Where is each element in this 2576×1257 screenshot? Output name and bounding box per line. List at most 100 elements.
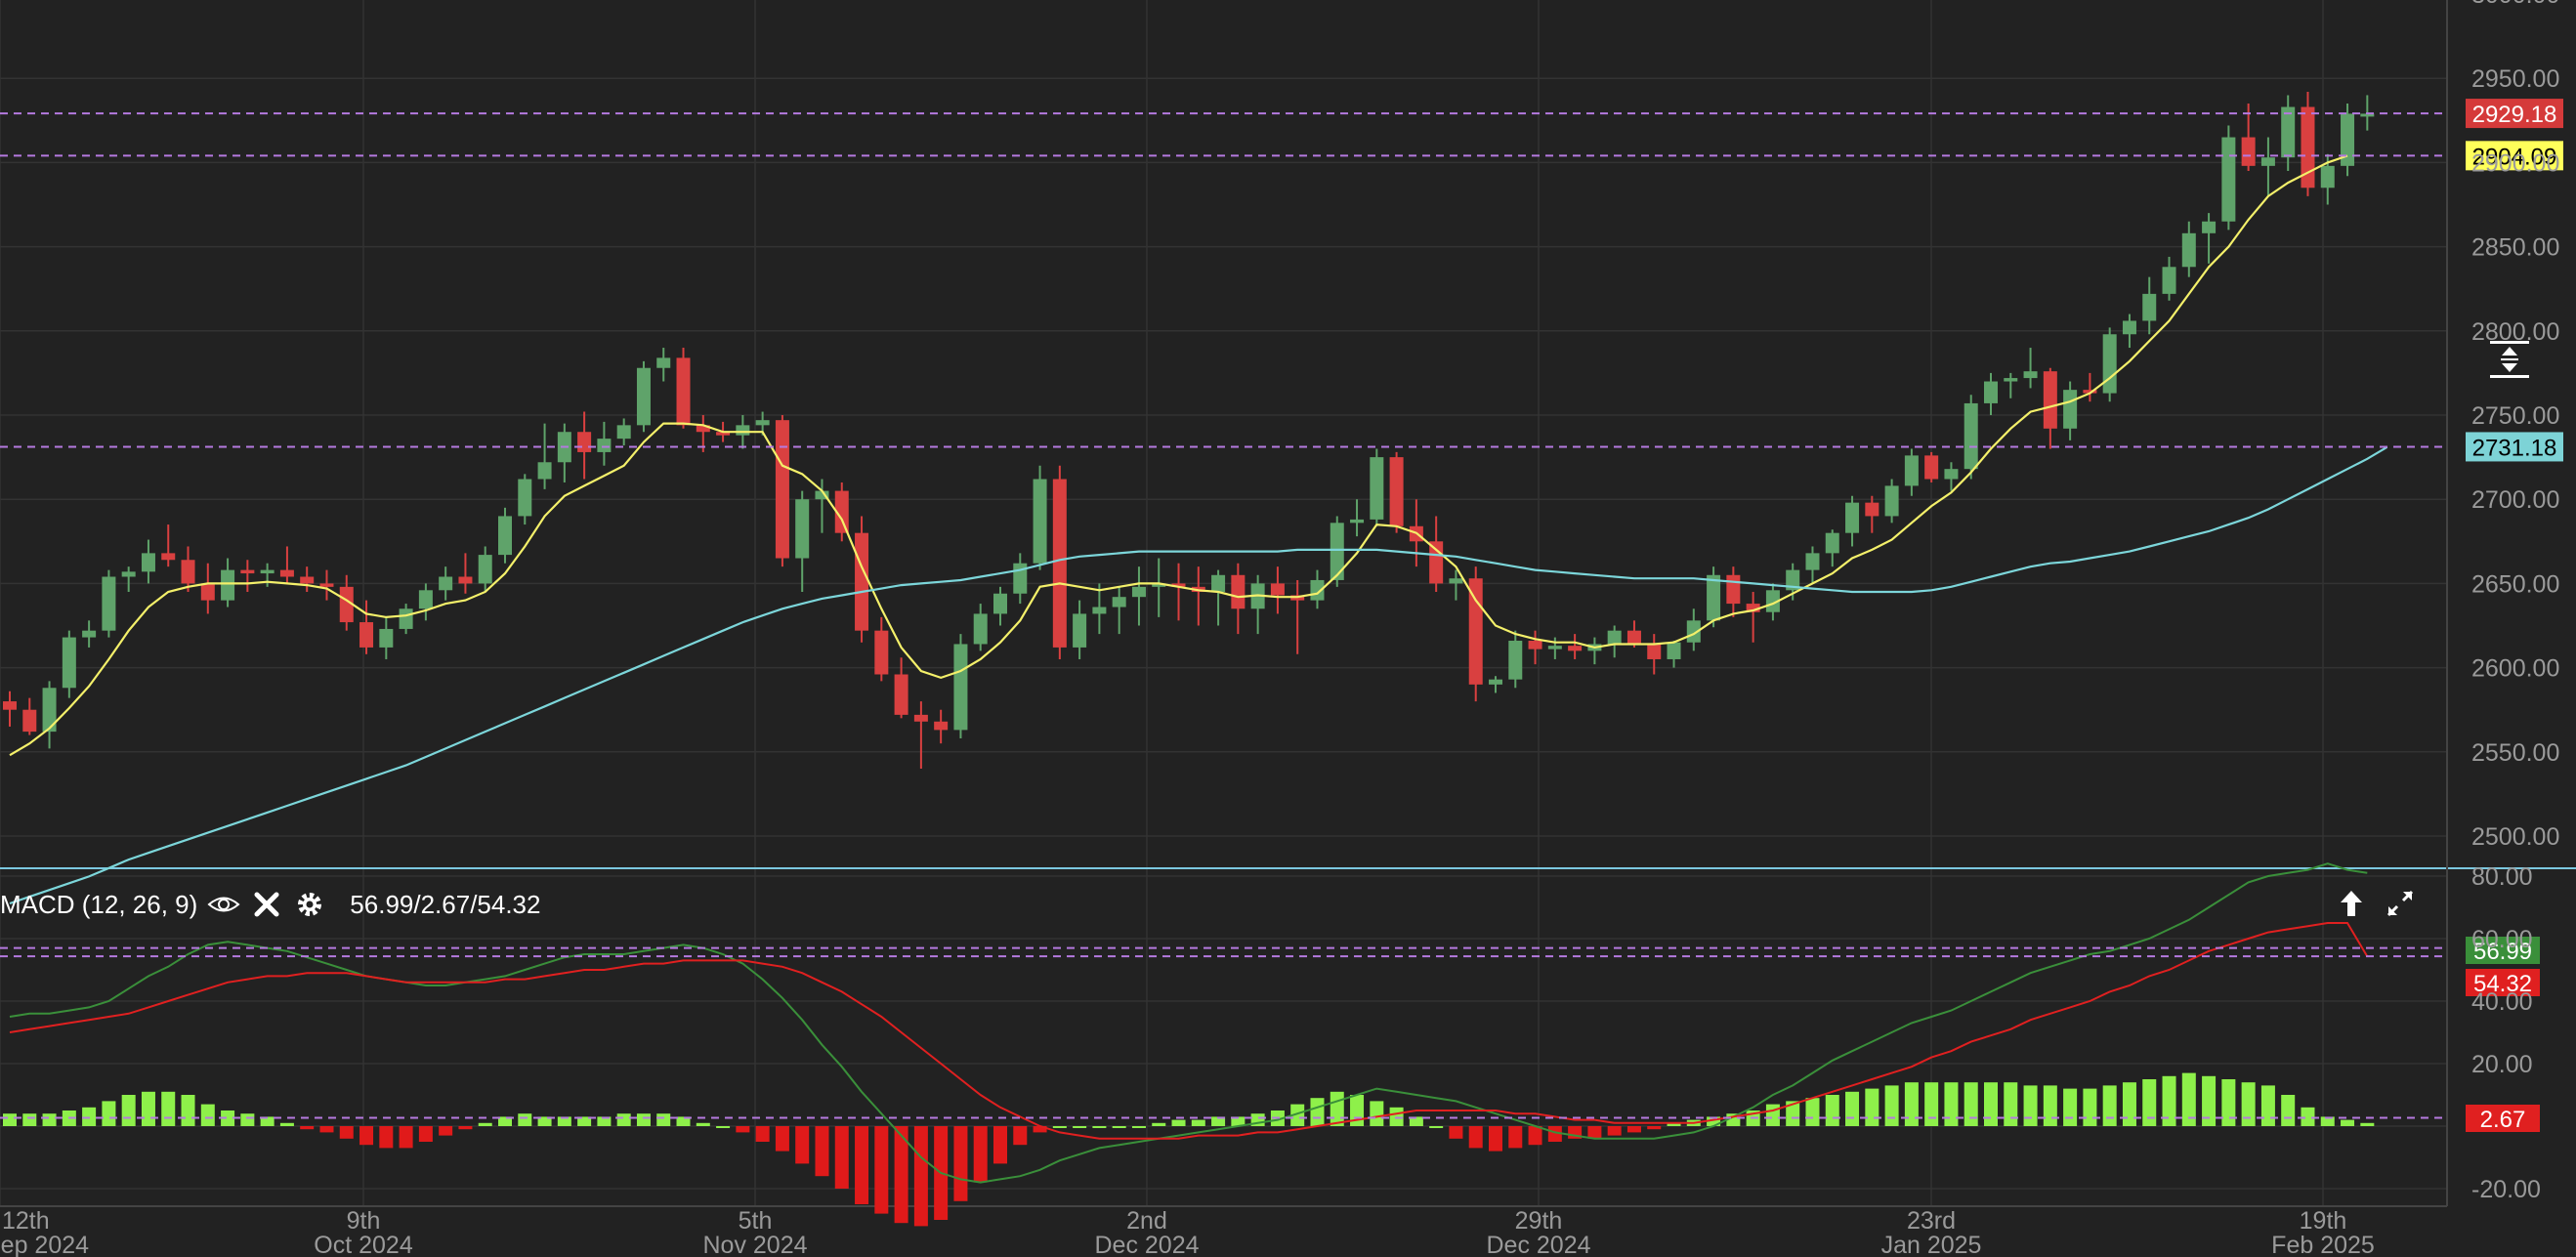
macd-histogram-bar — [1765, 1104, 1780, 1126]
time-tick-sublabel: Sep 2024 — [0, 1232, 89, 1257]
candle-body — [399, 608, 413, 629]
candle-body — [200, 583, 215, 601]
gear-icon[interactable] — [293, 888, 326, 921]
macd-histogram-bar — [1092, 1126, 1107, 1128]
candle-body — [1310, 579, 1325, 601]
macd-histogram-bar — [1528, 1126, 1542, 1146]
price-level-label: 2904.09 — [2472, 144, 2557, 170]
macd-histogram-bar — [1984, 1082, 1998, 1126]
candle-body — [2043, 371, 2057, 429]
macd-histogram-bar — [913, 1126, 928, 1227]
candle-body — [498, 516, 512, 556]
candle-body — [2341, 113, 2355, 166]
candle-body — [1350, 519, 1365, 524]
candle-body — [537, 462, 552, 480]
macd-histogram-bar — [1211, 1116, 1226, 1126]
macd-histogram-bar — [953, 1126, 968, 1201]
macd-histogram-bar — [993, 1126, 1007, 1164]
macd-histogram-bar — [1626, 1126, 1641, 1133]
candle-body — [1073, 613, 1087, 648]
macd-level-badge — [2466, 969, 2540, 996]
time-tick-label: 19th — [2300, 1207, 2347, 1235]
time-tick-sublabel: Jan 2025 — [1881, 1232, 1982, 1257]
candle-body — [676, 357, 691, 426]
candlestick-series — [3, 91, 2375, 770]
price-tick-label: 2700.00 — [2471, 486, 2559, 514]
macd-histogram-bar — [2360, 1122, 2375, 1126]
expand-icon[interactable] — [2384, 887, 2417, 920]
candle-body — [1092, 607, 1107, 614]
time-tick-label: 9th — [347, 1207, 381, 1235]
price-tick-label: 3000.00 — [2471, 0, 2559, 9]
candle-body — [102, 576, 116, 631]
close-icon[interactable] — [250, 888, 283, 921]
macd-histogram-bar — [121, 1095, 136, 1126]
price-tick-label: 2500.00 — [2471, 823, 2559, 851]
macd-histogram-bar — [458, 1126, 473, 1130]
candle-body — [1786, 569, 1800, 591]
macd-tick-label: 80.00 — [2471, 863, 2533, 891]
macd-histogram-bar — [2142, 1079, 2157, 1126]
macd-series: 56.99 54.32 2.67 — [0, 862, 2540, 1227]
candle-body — [973, 613, 988, 645]
candle-body — [2260, 157, 2275, 166]
macd-histogram-bar — [418, 1126, 433, 1142]
price-tick-label: 2550.00 — [2471, 739, 2559, 767]
macd-histogram-bar — [1647, 1126, 1662, 1130]
candle-body — [1865, 502, 1879, 517]
macd-histogram-bar — [478, 1122, 492, 1126]
candle-body — [1944, 469, 1959, 480]
macd-histogram-bar — [1171, 1119, 1186, 1126]
candle-body — [1884, 485, 1899, 517]
candle-body — [1211, 574, 1226, 593]
candle-body — [775, 420, 789, 559]
candle-body — [22, 709, 37, 733]
candle-body — [736, 425, 750, 436]
candle-body — [2241, 137, 2256, 166]
macd-histogram-bar — [102, 1101, 116, 1126]
macd-histogram-bar — [775, 1126, 789, 1152]
macd-histogram-bar — [498, 1116, 512, 1126]
auto-scale-icon[interactable] — [2486, 336, 2533, 383]
macd-histogram-bar — [2341, 1119, 2355, 1126]
time-tick-sublabel: Dec 2024 — [1094, 1232, 1199, 1257]
price-axis: 2500.00 2550.00 2600.00 2650.00 2700.00 2750.… — [2471, 0, 2559, 851]
macd-histogram-bar — [1805, 1098, 1820, 1126]
candle-body — [2023, 371, 2038, 379]
candle-body — [894, 674, 908, 715]
time-tick-sublabel: Dec 2024 — [1486, 1232, 1590, 1257]
macd-histogram-bar — [319, 1126, 334, 1133]
macd-histogram-bar — [1587, 1126, 1602, 1139]
price-tick-label: 2750.00 — [2471, 402, 2559, 430]
candle-body — [2083, 390, 2097, 394]
candle-body — [815, 490, 829, 500]
candle-body — [2122, 320, 2136, 335]
price-level-badge — [2466, 99, 2563, 129]
macd-tick-label: 40.00 — [2471, 988, 2533, 1016]
macd-values: 56.99/2.67/54.32 — [350, 889, 541, 919]
candle-body — [1330, 523, 1344, 580]
arrow-up-icon[interactable] — [2335, 887, 2368, 920]
macd-histogram-bar — [636, 1113, 651, 1126]
candle-body — [2301, 106, 2315, 189]
moving-averages — [9, 154, 2388, 905]
candle-body — [1468, 578, 1483, 685]
candle-body — [616, 425, 631, 440]
macd-histogram-bar — [1865, 1088, 1879, 1126]
time-tick-label: 2nd — [1126, 1207, 1167, 1235]
candle-body — [2221, 137, 2236, 222]
macd-histogram-bar — [260, 1116, 274, 1126]
price-tick-label: 2900.00 — [2471, 149, 2559, 177]
macd-tick-label: 20.00 — [2471, 1051, 2533, 1078]
macd-histogram-bar — [1468, 1126, 1483, 1149]
candle-body — [2142, 293, 2157, 321]
macd-histogram-bar — [181, 1095, 195, 1126]
candle-body — [934, 721, 949, 731]
candle-body — [636, 367, 651, 426]
macd-level-label: 56.99 — [2473, 939, 2532, 965]
eye-icon[interactable] — [207, 888, 240, 921]
macd-histogram-bar — [1944, 1082, 1959, 1126]
candle-body — [597, 439, 612, 452]
